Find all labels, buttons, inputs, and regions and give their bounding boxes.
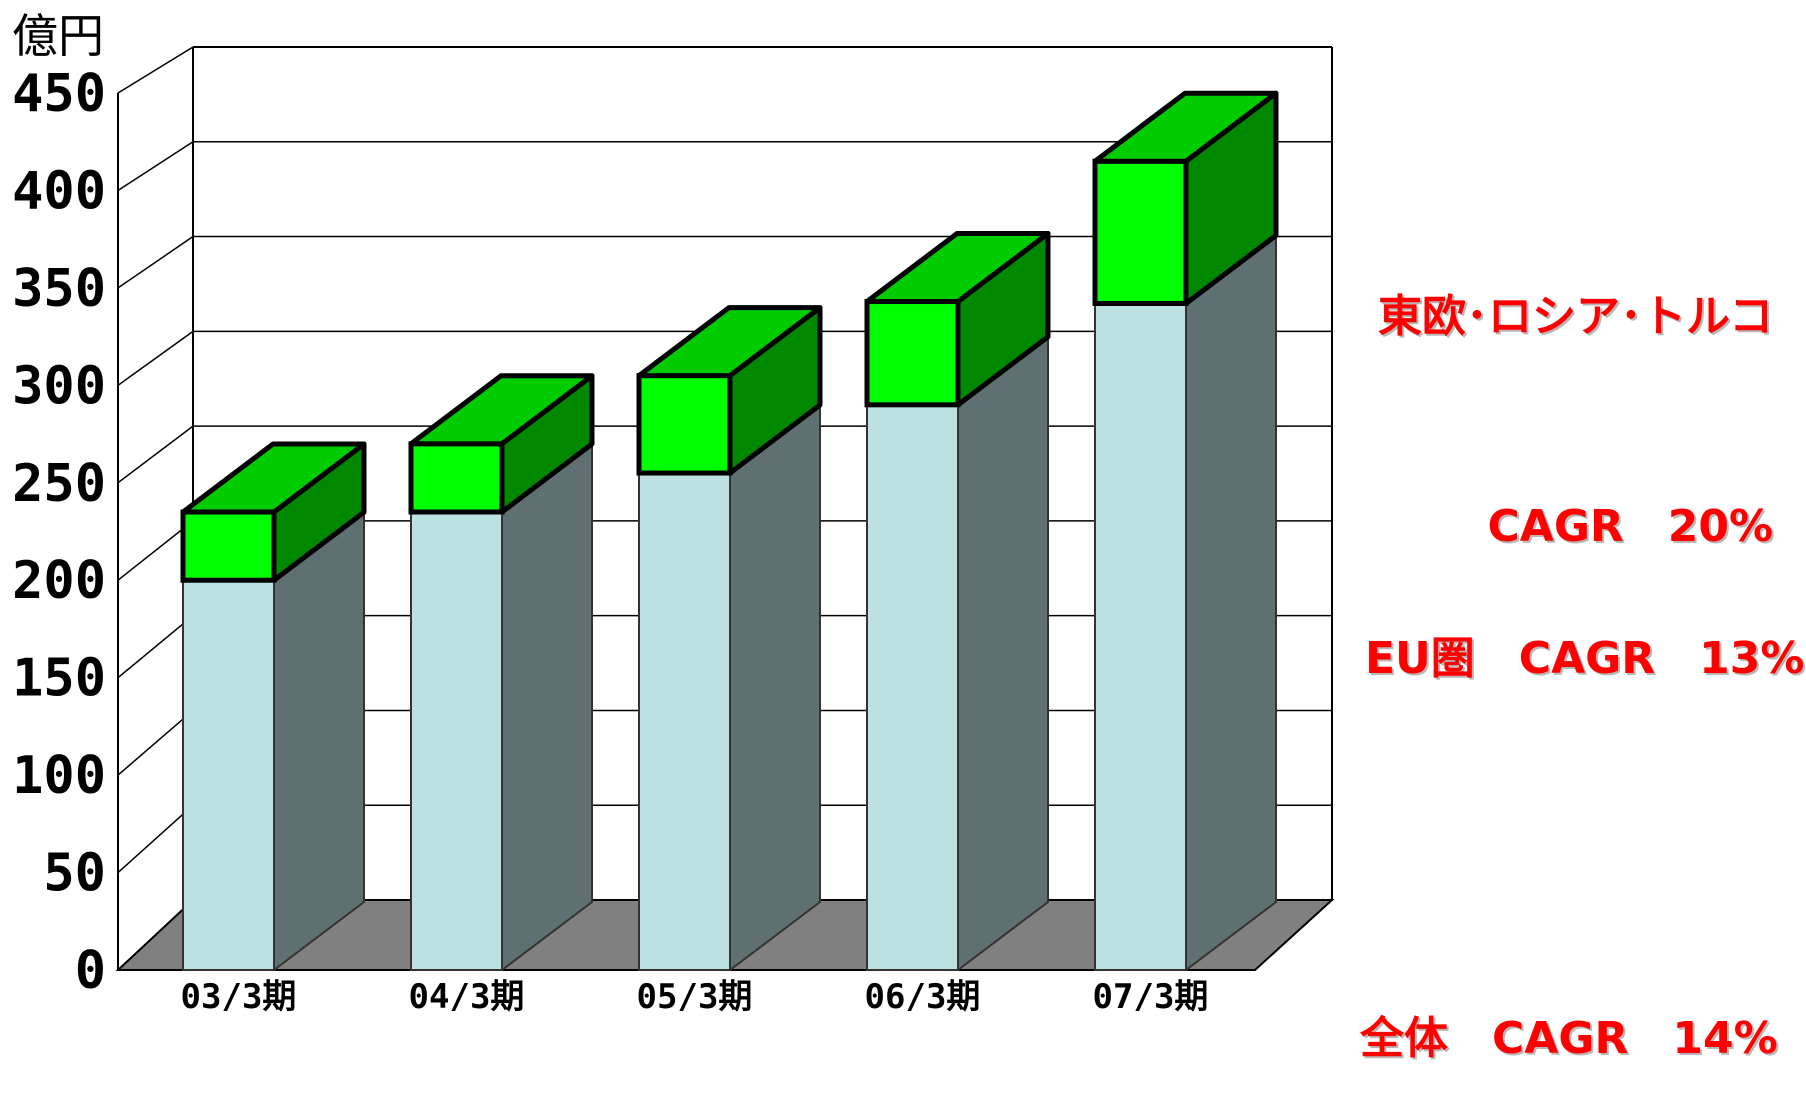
bar-top-cap [180, 441, 367, 515]
y-tick-label: 50 [43, 844, 106, 904]
bar-group-5 [1092, 90, 1279, 972]
bar-top-cap [1092, 90, 1279, 164]
bar-side-series-1 [729, 404, 821, 971]
bar-segment-series-2 [1092, 158, 1189, 306]
x-axis-ticks: 03/3期 04/3期 05/3期 06/3期 07/3期 [181, 977, 1209, 1017]
x-tick-label: 07/3期 [1093, 977, 1209, 1017]
stacked-3d-bar-chart: 0 50 100 150 200 250 300 350 400 450 03/3期 04/3期 05… [12, 9, 1335, 1017]
y-axis-unit-label: 億円 [12, 9, 104, 63]
y-tick-label: 250 [12, 454, 106, 514]
bar-top-cap [408, 373, 595, 447]
y-tick-label: 0 [75, 941, 106, 1001]
y-tick-label: 350 [12, 259, 106, 319]
x-tick-label: 06/3期 [865, 977, 981, 1017]
y-tick-label: 450 [12, 64, 106, 124]
x-tick-label: 04/3期 [409, 977, 525, 1017]
gridline-diagonal [117, 235, 194, 289]
bar-segment-series-2 [864, 299, 961, 408]
gridline-diagonal [117, 46, 194, 94]
annotation-total-line-1: 全体 CAGR 14% [1360, 1013, 1778, 1064]
bar-group-1 [180, 441, 367, 971]
y-tick-label: 300 [12, 356, 106, 416]
bar-top-cap [636, 305, 823, 379]
bar-segment-series-1 [638, 472, 731, 971]
bar-side-series-1 [273, 511, 365, 971]
y-axis-ticks: 0 50 100 150 200 250 300 350 400 450 [12, 64, 106, 1001]
bar-group-4 [864, 231, 1051, 972]
gridline-diagonal [117, 709, 194, 776]
bar-segment-series-1 [410, 511, 503, 971]
bar-group-2 [408, 373, 595, 971]
annotation-eu-line-1: EU圏 CAGR 13% [1365, 633, 1805, 684]
x-tick-label: 03/3期 [181, 977, 297, 1017]
bar-top-cap [864, 231, 1051, 305]
bar-segment-series-2 [180, 509, 277, 583]
y-tick-label: 200 [12, 551, 106, 611]
bar-group-3 [636, 305, 823, 971]
bar-segment-series-2 [636, 373, 733, 476]
annotation-total: 全体 CAGR 14% [1360, 900, 1778, 1117]
bar-side-series-1 [1185, 234, 1277, 971]
annotation-eu: EU圏 CAGR 13% [1365, 520, 1804, 737]
y-tick-label: 400 [12, 161, 106, 221]
gridline-diagonal [117, 141, 194, 192]
gridline-diagonal [117, 330, 194, 386]
gridline-diagonal [117, 425, 194, 484]
annotation-east-line-2: CAGR 20% [1487, 501, 1774, 552]
x-tick-label: 05/3期 [637, 977, 753, 1017]
gridline-diagonal [117, 615, 194, 679]
bar-side-series-1 [957, 335, 1049, 971]
bar-segment-series-1 [1094, 302, 1187, 972]
y-tick-label: 100 [12, 746, 106, 806]
bar-segment-series-1 [866, 403, 959, 972]
bar-segment-series-1 [182, 579, 275, 971]
annotation-east-europe: 東欧･ロシア･トルコ CAGR 20% [1378, 142, 1773, 632]
y-tick-label: 150 [12, 649, 106, 709]
bar-segment-series-2 [408, 441, 505, 515]
gridline-diagonal [117, 804, 194, 874]
bar-side-series-1 [501, 443, 593, 971]
bars [180, 90, 1279, 972]
annotation-east-line-1: 東欧･ロシア･トルコ [1378, 291, 1774, 342]
